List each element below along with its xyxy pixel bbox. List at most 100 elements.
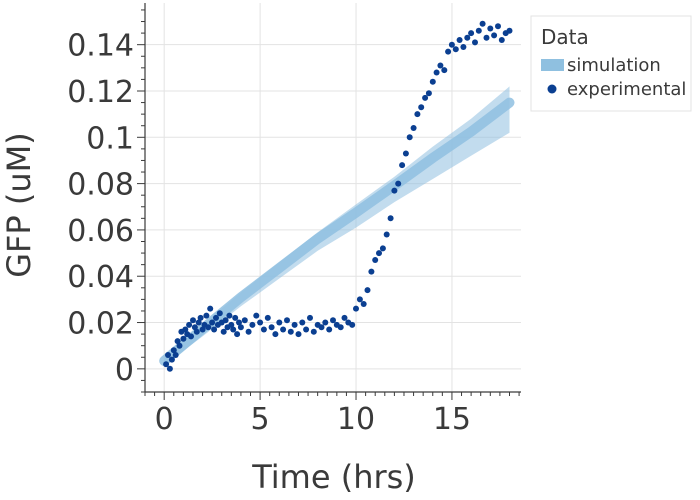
experimental-point — [349, 321, 356, 328]
experimental-point — [495, 23, 501, 30]
experimental-point — [433, 69, 440, 76]
experimental-point — [475, 27, 482, 34]
y-tick-label: 0.14 — [67, 29, 134, 64]
y-tick-label: 0.1 — [86, 121, 134, 156]
experimental-point — [456, 37, 463, 43]
experimental-point — [506, 27, 513, 34]
experimental-point — [402, 150, 409, 157]
axes — [137, 3, 521, 400]
x-axis-title: Time (hrs) — [251, 458, 416, 496]
legend-experimental-label: experimental — [567, 79, 686, 100]
experimental-point — [498, 37, 505, 43]
experimental-point — [241, 317, 248, 324]
experimental-point — [295, 331, 302, 338]
legend-experimental-swatch — [547, 84, 557, 94]
experimental-point — [172, 352, 179, 358]
experimental-point — [268, 324, 275, 331]
experimental-point — [318, 324, 325, 331]
experimental-point — [170, 347, 177, 354]
experimental-point — [209, 319, 216, 326]
x-tick-label: 10 — [337, 402, 375, 437]
experimental-point — [360, 301, 367, 307]
experimental-point — [191, 324, 198, 331]
experimental-point — [222, 317, 229, 324]
experimental-point — [249, 321, 256, 328]
experimental-point — [460, 44, 467, 50]
experimental-point — [226, 312, 233, 319]
experimental-point — [472, 39, 478, 46]
experimental-point — [228, 321, 235, 328]
legend: Data simulation experimental — [530, 15, 692, 112]
experimental-point — [372, 257, 379, 263]
experimental-point — [276, 319, 283, 326]
experimental-point — [330, 317, 336, 324]
x-tick-label: 15 — [433, 402, 471, 437]
experimental-point — [174, 338, 181, 345]
experimental-point — [303, 326, 310, 333]
experimental-point — [234, 331, 241, 338]
experimental-point — [364, 287, 371, 294]
experimental-point — [383, 231, 390, 238]
experimental-point — [437, 62, 444, 69]
experimental-point — [479, 20, 486, 27]
experimental-point — [487, 25, 494, 32]
experimental-point — [207, 305, 214, 312]
experimental-point — [190, 317, 196, 324]
experimental-point — [491, 32, 498, 39]
experimental-point — [399, 162, 406, 169]
experimental-point — [464, 34, 471, 41]
experimental-point — [205, 324, 212, 331]
experimental-point — [368, 268, 375, 275]
experimental-point — [322, 319, 329, 326]
experimental-point — [395, 180, 402, 187]
experimental-point — [264, 314, 271, 321]
experimental-point — [387, 215, 394, 222]
experimental-point — [180, 335, 187, 342]
experimental-point — [213, 314, 219, 321]
experimental-point — [253, 312, 260, 319]
legend-simulation-swatch — [541, 59, 564, 71]
experimental-point — [216, 310, 223, 317]
experimental-point — [353, 305, 359, 312]
experimental-point — [310, 328, 317, 335]
experimental-point — [195, 319, 202, 326]
experimental-point — [452, 46, 459, 53]
experimental-point — [406, 134, 413, 141]
experimental-point — [341, 314, 348, 321]
experimental-point — [237, 324, 244, 331]
experimental-point — [326, 326, 333, 333]
experimental-point — [307, 314, 313, 321]
experimental-point — [429, 78, 436, 85]
x-tick-label: 5 — [251, 402, 270, 437]
tick-labels: 0 5 10 15 0 0.02 0.04 0.06 0.08 0.1 0.12 0.14 — [67, 29, 471, 437]
experimental-point — [197, 314, 204, 321]
experimental-point — [230, 326, 237, 333]
experimental-series — [163, 20, 513, 372]
y-tick-label: 0.06 — [67, 214, 134, 249]
y-tick-label: 0 — [115, 353, 134, 388]
experimental-point — [410, 125, 417, 131]
experimental-point — [391, 187, 398, 194]
experimental-point — [299, 319, 306, 326]
experimental-point — [203, 312, 210, 319]
experimental-point — [260, 326, 267, 333]
experimental-point — [166, 365, 173, 372]
experimental-point — [287, 328, 294, 335]
experimental-point — [182, 326, 189, 333]
experimental-point — [232, 314, 239, 321]
experimental-point — [284, 317, 290, 324]
experimental-point — [188, 333, 194, 340]
experimental-point — [280, 326, 287, 333]
experimental-point — [193, 328, 200, 335]
y-axis-title: GFP (uM) — [0, 132, 38, 278]
experimental-point — [356, 296, 363, 303]
experimental-point — [337, 324, 344, 331]
experimental-point — [418, 104, 425, 111]
experimental-point — [211, 326, 218, 333]
experimental-point — [186, 321, 193, 328]
experimental-point — [468, 30, 475, 37]
experimental-point — [199, 326, 206, 333]
experimental-point — [220, 328, 227, 335]
